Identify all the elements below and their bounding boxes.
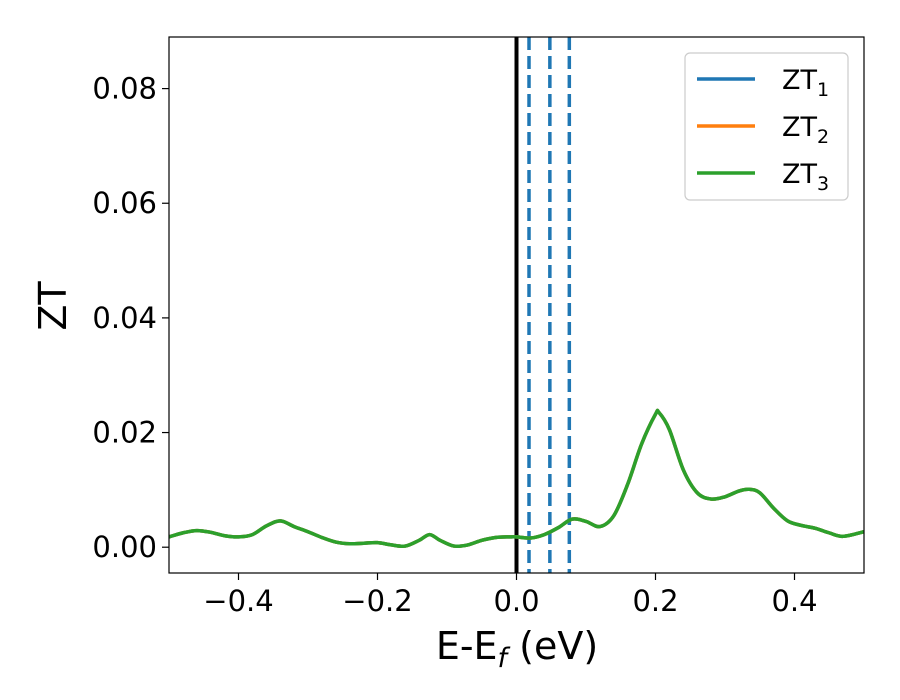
y-tick-label: 0.08 — [92, 72, 157, 106]
legend: ZT1 ZT2 ZT3 — [684, 52, 849, 201]
legend-label: ZT2 — [782, 112, 829, 148]
x-tick-label: −0.2 — [342, 584, 412, 618]
y-axis-label: ZT — [31, 281, 75, 331]
y-tick-label: 0.06 — [92, 186, 157, 220]
x-tick-label: 0.4 — [771, 584, 817, 618]
y-tick-label: 0.04 — [92, 301, 157, 335]
x-tick-label: −0.4 — [203, 584, 273, 618]
series-line-zt3 — [169, 408, 864, 549]
x-tick-label: 0.2 — [632, 584, 678, 618]
legend-box — [684, 52, 849, 201]
x-tick-label: 0.0 — [493, 584, 539, 618]
legend-label: ZT3 — [782, 159, 829, 195]
y-tick-label: 0.00 — [92, 530, 157, 564]
legend-label: ZT1 — [782, 65, 829, 101]
x-axis-label: E-Ef (eV) — [436, 624, 598, 674]
y-tick-label: 0.02 — [92, 416, 157, 450]
